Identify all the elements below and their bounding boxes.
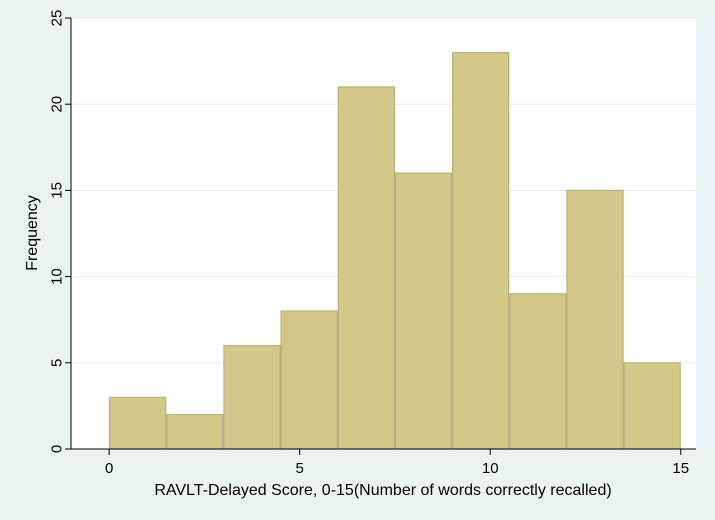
y-ticks: 0 5 10 15 20 25 — [49, 10, 71, 453]
histogram-bar — [394, 172, 453, 450]
x-tick-label: 10 — [482, 460, 499, 477]
x-axis-title: RAVLT-Delayed Score, 0-15(Number of word… — [154, 482, 611, 499]
axes — [70, 18, 696, 450]
y-tick-label: 25 — [49, 10, 66, 27]
x-tick-label: 5 — [295, 460, 303, 477]
histogram-bar — [509, 293, 567, 450]
y-tick-label: 0 — [49, 445, 66, 453]
x-ticks: 0 5 10 15 — [105, 449, 689, 477]
histogram-bar — [566, 189, 624, 450]
histogram-bar — [451, 51, 510, 450]
y-tick-label: 10 — [49, 268, 66, 285]
histogram-bar — [337, 86, 396, 450]
x-tick-label: 0 — [105, 460, 113, 477]
histogram-bar — [623, 362, 681, 450]
y-tick-label: 5 — [49, 359, 66, 367]
histogram-bar — [280, 310, 338, 450]
bars — [109, 51, 681, 450]
histogram-bar — [223, 344, 281, 450]
histogram-bar — [166, 413, 224, 450]
y-tick-label: 15 — [49, 182, 66, 199]
histogram-bar — [109, 396, 167, 450]
y-tick-label: 20 — [49, 96, 66, 113]
x-tick-label: 15 — [672, 460, 689, 477]
y-axis-title: Frequency — [24, 195, 41, 271]
